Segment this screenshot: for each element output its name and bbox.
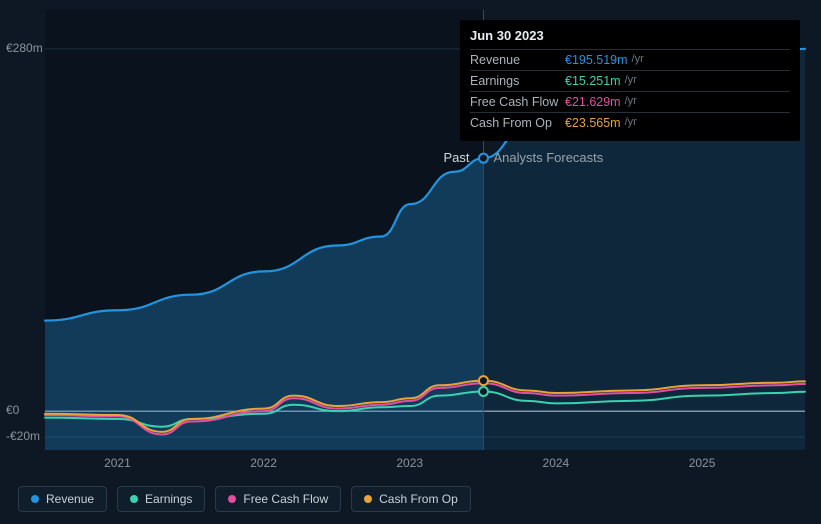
x-tick: 2021 bbox=[104, 456, 131, 470]
legend-item-label: Revenue bbox=[46, 492, 94, 506]
tooltip-title: Jun 30 2023 bbox=[470, 28, 790, 43]
tooltip-row-label: Earnings bbox=[470, 74, 565, 88]
x-tick: 2022 bbox=[250, 456, 277, 470]
legend-dot-icon bbox=[364, 495, 372, 503]
tooltip-row-suffix: /yr bbox=[625, 74, 637, 88]
tooltip-row-suffix: /yr bbox=[632, 53, 644, 67]
legend-item-cfo[interactable]: Cash From Op bbox=[351, 486, 471, 512]
y-tick: €280m bbox=[6, 41, 43, 55]
legend-item-label: Cash From Op bbox=[379, 492, 458, 506]
financial-chart: -€20m €0 €280m 2021 2022 2023 2024 2025 Past… bbox=[0, 0, 821, 524]
legend-item-fcf[interactable]: Free Cash Flow bbox=[215, 486, 341, 512]
legend-dot-icon bbox=[228, 495, 236, 503]
tooltip-row-value: €15.251m bbox=[565, 74, 621, 88]
tooltip-row: Earnings€15.251m/yr bbox=[470, 70, 790, 91]
tooltip-row-suffix: /yr bbox=[625, 95, 637, 109]
chart-legend: Revenue Earnings Free Cash Flow Cash From O… bbox=[18, 486, 471, 512]
tooltip-row-value: €23.565m bbox=[565, 116, 621, 130]
tooltip-row: Cash From Op€23.565m/yr bbox=[470, 112, 790, 133]
tooltip-row-value: €21.629m bbox=[565, 95, 621, 109]
tooltip-row: Revenue€195.519m/yr bbox=[470, 49, 790, 70]
tooltip-row-suffix: /yr bbox=[625, 116, 637, 130]
legend-item-label: Free Cash Flow bbox=[243, 492, 328, 506]
x-tick: 2024 bbox=[543, 456, 570, 470]
tooltip-row-label: Cash From Op bbox=[470, 116, 565, 130]
x-tick: 2025 bbox=[689, 456, 716, 470]
legend-item-label: Earnings bbox=[145, 492, 192, 506]
legend-item-revenue[interactable]: Revenue bbox=[18, 486, 107, 512]
legend-item-earnings[interactable]: Earnings bbox=[117, 486, 205, 512]
past-label: Past bbox=[443, 150, 469, 165]
legend-dot-icon bbox=[31, 495, 39, 503]
chart-tooltip: Jun 30 2023 Revenue€195.519m/yrEarnings€… bbox=[460, 20, 800, 141]
tooltip-row-value: €195.519m bbox=[565, 53, 628, 67]
tooltip-row: Free Cash Flow€21.629m/yr bbox=[470, 91, 790, 112]
tooltip-row-label: Revenue bbox=[470, 53, 565, 67]
forecast-label: Analysts Forecasts bbox=[493, 150, 603, 165]
legend-dot-icon bbox=[130, 495, 138, 503]
tooltip-row-label: Free Cash Flow bbox=[470, 95, 565, 109]
y-tick: €0 bbox=[6, 403, 19, 417]
y-tick: -€20m bbox=[6, 429, 40, 443]
x-tick: 2023 bbox=[396, 456, 423, 470]
